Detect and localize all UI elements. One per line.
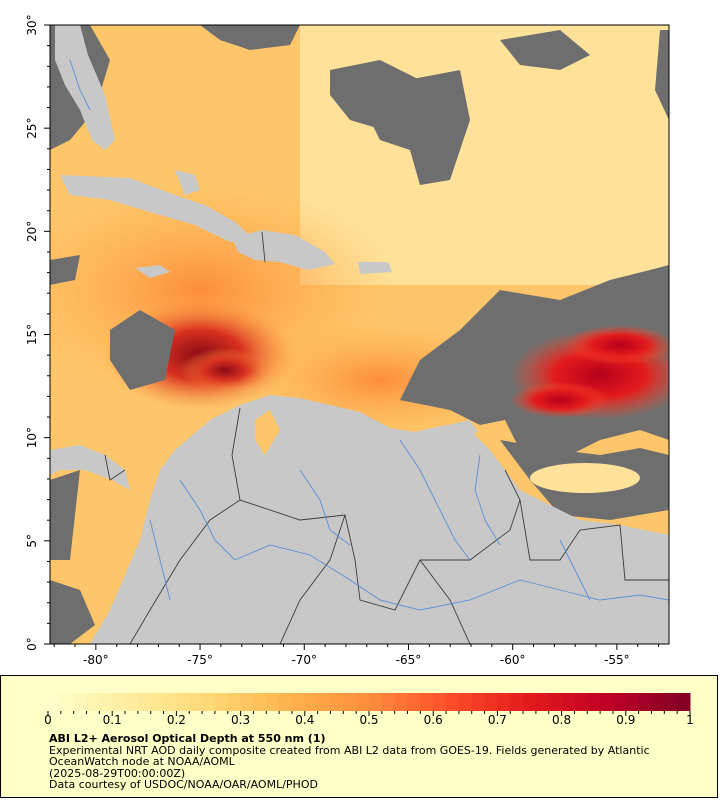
colorbar-cell	[99, 693, 113, 711]
colorbar-cell	[625, 693, 640, 711]
colorbar-cell	[407, 693, 421, 711]
colorbar-cell	[356, 693, 370, 711]
colorbar-cell	[433, 693, 447, 711]
colorbar-cell	[381, 693, 396, 711]
colorbar-cell	[458, 693, 473, 711]
colorbar-tick-label: 0.3	[231, 713, 250, 727]
colorbar-cell	[651, 693, 665, 711]
legend-description: Experimental NRT AOD daily composite cre…	[49, 743, 650, 768]
axis-ticks: -80° -75° -70° -65° -60° -55° 0° 5° 10° 15° 20° 25°…	[25, 14, 660, 667]
colorbar-cell	[253, 693, 267, 711]
colorbar-cell	[137, 693, 152, 711]
colorbar-cell	[638, 693, 652, 711]
colorbar-tick-label: 0	[44, 713, 52, 727]
legend-date: (2025-08-29T00:00:00Z)	[49, 766, 186, 780]
colorbar-cell	[677, 693, 691, 711]
lat-tick-label: 10°	[25, 427, 39, 448]
colorbar-cell	[240, 693, 254, 711]
colorbar-cell	[60, 693, 75, 711]
colorbar-cell	[86, 693, 100, 711]
colorbar-tick-label: 0.4	[295, 713, 314, 727]
colorbar-cell	[664, 693, 678, 711]
country-borders	[104, 231, 669, 644]
colorbar-cell	[535, 693, 550, 711]
rivers	[69, 59, 669, 611]
colorbar-cell	[484, 693, 498, 711]
lat-tick-label: 25°	[25, 118, 39, 139]
aod-high-dust-core	[180, 348, 270, 392]
lon-tick-label: -75°	[187, 653, 213, 667]
lon-tick-label: -65°	[396, 653, 422, 667]
colorbar-cell	[150, 693, 165, 711]
lat-tick-label: 0°	[25, 637, 39, 651]
colorbar-cell	[227, 693, 242, 711]
colorbar-tick-label: 0.9	[616, 713, 635, 727]
colorbar-cells	[48, 693, 691, 711]
lon-tick-label: -55°	[604, 653, 630, 667]
colorbar-cell	[112, 693, 126, 711]
colorbar-cell	[330, 693, 344, 711]
colorbar-cell	[510, 693, 524, 711]
colorbar-cell	[48, 693, 62, 711]
colorbar-cell	[125, 693, 139, 711]
lat-tick-label: 30°	[25, 14, 39, 35]
colorbar-cell	[600, 693, 614, 711]
legend-text: ABI L2+ Aerosol Optical Depth at 550 nm …	[49, 733, 709, 791]
colorbar-cell	[574, 693, 588, 711]
lat-tick-label: 20°	[25, 221, 39, 242]
colorbar-cell	[202, 693, 216, 711]
aod-map[interactable]: -80° -75° -70° -65° -60° -55° 0° 5° 10° 15° 20° 25°…	[0, 0, 720, 670]
colorbar-cell	[291, 693, 306, 711]
colorbar-cell	[369, 693, 383, 711]
colorbar-cell	[279, 693, 293, 711]
lon-tick-label: -60°	[500, 653, 526, 667]
colorbar-cell	[304, 693, 319, 711]
colorbar-cell	[266, 693, 280, 711]
lon-tick-label: -80°	[83, 653, 109, 667]
colorbar-cell	[343, 693, 357, 711]
colorbar-cell	[163, 693, 177, 711]
aod-south-patch	[530, 463, 640, 493]
colorbar-cell	[497, 693, 511, 711]
colorbar-tick-label: 0.7	[488, 713, 507, 727]
colorbar-cell	[548, 693, 563, 711]
colorbar-cell	[317, 693, 331, 711]
lon-tick-label: -70°	[291, 653, 317, 667]
colorbar-cell	[523, 693, 537, 711]
colorbar-tick-label: 0.6	[424, 713, 443, 727]
colorbar-cell	[446, 693, 460, 711]
legend-box: 0 0.1 0.2 0.3 0.4 0.5 0.6 0.7 0.8 0.9 1 ABI L2+ Ae…	[0, 675, 718, 798]
lat-tick-label: 5°	[25, 534, 39, 548]
colorbar-cell	[612, 693, 627, 711]
colorbar-cell	[471, 693, 486, 711]
colorbar-cell	[189, 693, 203, 711]
legend-title: ABI L2+ Aerosol Optical Depth at 550 nm …	[49, 732, 326, 745]
colorbar-cell	[176, 693, 190, 711]
colorbar-cell	[587, 693, 601, 711]
colorbar-tick-label: 0.1	[103, 713, 122, 727]
colorbar-tick-label: 1	[686, 713, 694, 727]
colorbar-ticks: 0 0.1 0.2 0.3 0.4 0.5 0.6 0.7 0.8 0.9 1	[44, 711, 694, 727]
colorbar-cell	[561, 693, 575, 711]
aod-east-plume	[452, 325, 669, 439]
colorbar-cell	[214, 693, 229, 711]
lat-tick-label: 15°	[25, 324, 39, 345]
land-areas	[50, 25, 669, 644]
map-canvas[interactable]: -80° -75° -70° -65° -60° -55° 0° 5° 10° 15° 20° 25°…	[0, 0, 720, 670]
colorbar: 0 0.1 0.2 0.3 0.4 0.5 0.6 0.7 0.8 0.9 1	[44, 693, 694, 727]
colorbar-tick-label: 0.5	[359, 713, 378, 727]
colorbar-cell	[420, 693, 434, 711]
colorbar-tick-label: 0.8	[552, 713, 571, 727]
colorbar-cell	[394, 693, 409, 711]
legend-credit: Data courtesy of USDOC/NOAA/OAR/AOML/PHO…	[49, 778, 318, 791]
colorbar-tick-label: 0.2	[167, 713, 186, 727]
colorbar-cell	[73, 693, 88, 711]
